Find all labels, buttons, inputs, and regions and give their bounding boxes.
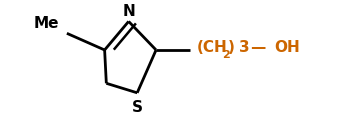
Text: ): ): [228, 40, 235, 55]
Text: OH: OH: [274, 40, 300, 55]
Text: Me: Me: [34, 16, 59, 31]
Text: S: S: [132, 100, 143, 115]
Text: N: N: [122, 4, 135, 19]
Text: (CH: (CH: [197, 40, 228, 55]
Text: 2: 2: [222, 50, 230, 60]
Text: 3: 3: [239, 40, 249, 55]
Text: —: —: [250, 40, 266, 55]
